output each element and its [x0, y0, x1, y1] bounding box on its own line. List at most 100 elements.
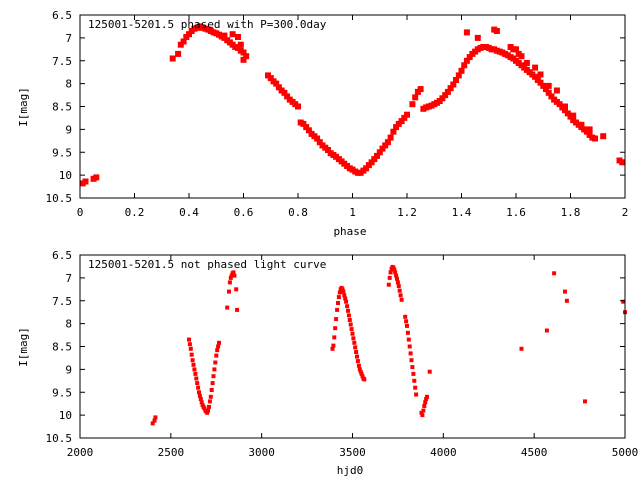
unphased-data-point [345, 304, 350, 309]
unphased-data-point [234, 287, 239, 292]
phased-chart-title: 125001-5201.5 phased with P=300.0day [88, 18, 327, 31]
phased-data-point [570, 112, 577, 119]
phased-data-point [543, 86, 549, 93]
unphased-data-point [337, 290, 342, 295]
phased-axis-ticks: 0 0.2 0.4 0.6 0.8 1 1.2 1.4 1.6 1.8 2 6.5 7 7.5 8 8.5 9 9… [46, 9, 629, 219]
unphased-data-point [227, 289, 231, 294]
phased-data-point [458, 67, 465, 74]
unphased-data-point [331, 343, 336, 348]
phased-data-point [221, 32, 228, 39]
unphased-data-point [358, 369, 363, 374]
phased-data-point [175, 50, 182, 57]
phased-data-point [93, 174, 100, 181]
phased-x-tick-label: 1.4 [452, 206, 472, 219]
phased-data-point [453, 77, 459, 83]
unphased-data-point [205, 410, 210, 415]
phased-data-point [556, 101, 563, 108]
phased-x-tick-label: 0 [77, 206, 84, 219]
phased-x-tick-label: 1.2 [397, 206, 417, 219]
unphased-data-point [421, 408, 426, 413]
unphased-data-point [208, 394, 213, 399]
phased-data-point [240, 49, 247, 56]
unphased-data-point [336, 295, 341, 300]
unphased-x-tick-label: 2000 [67, 446, 94, 459]
phased-data-point [401, 114, 408, 121]
unphased-data-point [352, 340, 357, 345]
unphased-x-tick-label: 3000 [248, 446, 275, 459]
unphased-data-point [621, 299, 626, 304]
unphased-data-point [356, 363, 361, 368]
phased-data-point [600, 133, 607, 140]
phased-data-point [305, 127, 312, 134]
unphased-x-tick-label: 2500 [158, 446, 185, 459]
unphased-data-point [232, 273, 237, 278]
phased-data-point [463, 57, 470, 64]
phased-data-point [463, 29, 470, 36]
phased-data-point [461, 62, 468, 69]
unphased-data-point [353, 345, 358, 350]
unphased-y-tick-label: 6.5 [52, 249, 72, 262]
phased-x-tick-label: 1.6 [506, 206, 526, 219]
phased-data-point [586, 126, 593, 133]
phased-data-point [169, 55, 176, 62]
unphased-data-point [346, 313, 351, 318]
unphased-data-point [393, 270, 398, 275]
unphased-data-point [349, 327, 354, 332]
phased-data-point [493, 28, 500, 34]
unphased-data-point [404, 319, 409, 324]
unphased-data-point [425, 394, 429, 399]
phased-data-points [79, 23, 626, 187]
phased-data-point [314, 135, 321, 142]
unphased-data-point [395, 276, 399, 281]
phased-light-curve-panel: 0 0.2 0.4 0.6 0.8 1 1.2 1.4 1.6 1.8 2 6.5 7 7.5 8 8.5 9 9… [17, 9, 628, 238]
phased-data-point [180, 38, 187, 45]
unphased-data-point [191, 362, 196, 367]
phased-data-point [404, 111, 410, 118]
phased-data-point [186, 31, 192, 38]
unphased-data-point [408, 351, 413, 356]
phased-data-point [518, 53, 525, 60]
unphased-data-point [189, 352, 194, 357]
phased-x-tick-label: 1.8 [561, 206, 581, 219]
phased-data-point [387, 134, 394, 141]
unphased-data-point [194, 376, 199, 381]
phased-data-point [564, 110, 571, 117]
unphased-data-point [235, 307, 240, 312]
phased-data-point [578, 121, 585, 128]
unphased-data-point [397, 288, 402, 293]
phased-data-point [447, 85, 454, 92]
phased-y-tick-label: 8 [65, 78, 72, 91]
unphased-data-point [209, 388, 214, 392]
unphased-data-point [394, 273, 399, 278]
unphased-data-point [333, 326, 338, 331]
unphased-data-point [336, 301, 340, 305]
unphased-data-point [409, 358, 414, 363]
phased-data-point [390, 128, 397, 135]
phased-x-tick-label: 1 [349, 206, 356, 219]
unphased-data-point [231, 270, 236, 275]
phased-data-point [382, 142, 389, 149]
phased-data-point [371, 156, 378, 163]
unphased-data-point [357, 367, 362, 372]
unphased-y-tick-label: 7 [65, 272, 72, 285]
phased-data-point [474, 34, 481, 41]
unphased-data-point [215, 348, 220, 353]
unphased-data-point [424, 397, 429, 402]
phased-data-point [545, 82, 552, 89]
phased-x-tick-label: 0.2 [125, 206, 145, 219]
unphased-data-point [398, 293, 403, 298]
unphased-data-point [216, 344, 221, 349]
unphased-data-point [347, 318, 352, 322]
unphased-data-point [199, 400, 204, 405]
unphased-data-point [395, 280, 400, 285]
phased-y-tick-label: 9 [65, 123, 72, 136]
unphased-data-point [348, 322, 353, 327]
unphased-data-point [217, 340, 221, 345]
unphased-data-point [227, 280, 232, 285]
phased-data-point [562, 107, 568, 114]
phased-data-point [540, 82, 547, 89]
unphased-x-tick-label: 4500 [521, 446, 548, 459]
unphased-y-tick-label: 7.5 [52, 295, 72, 308]
phased-data-point [619, 159, 626, 166]
unphased-data-point [214, 353, 219, 358]
